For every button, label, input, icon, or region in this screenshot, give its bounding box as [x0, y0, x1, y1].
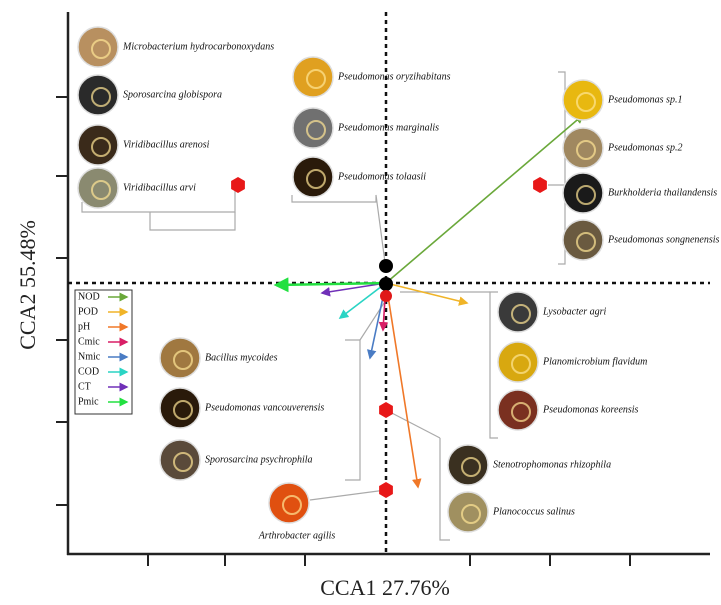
species-image	[78, 125, 118, 165]
legend-label: Nmic	[78, 351, 101, 362]
x-axis-label: CCA1 27.76%	[320, 575, 450, 600]
centroid	[379, 259, 393, 273]
species-label: Planococcus salinus	[492, 506, 575, 517]
species-label: Sporosarcina psychrophila	[205, 454, 313, 465]
env-arrow	[386, 115, 583, 283]
species-image	[448, 492, 488, 532]
species-image	[448, 445, 488, 485]
centroid	[380, 290, 392, 302]
group-marker	[533, 177, 547, 193]
y-axis-label: CCA2 55.48%	[15, 220, 40, 350]
species-label: Planomicrobium flavidum	[542, 356, 647, 367]
species-image	[563, 128, 603, 168]
species-label: Pseudomonas oryzihabitans	[337, 71, 451, 82]
species-label: Burkholderia thailandensis	[608, 187, 717, 198]
species-image	[160, 338, 200, 378]
species-image	[269, 483, 309, 523]
species-label: Bacillus mycoides	[205, 352, 278, 363]
centroid	[379, 277, 393, 291]
group-marker	[379, 482, 393, 498]
species-image	[498, 342, 538, 382]
species-label: Pseudomonas tolaasii	[337, 171, 426, 182]
legend-label: POD	[78, 306, 98, 317]
species-image	[78, 27, 118, 67]
species-image	[293, 157, 333, 197]
species-label: Pseudomonas sp.2	[607, 142, 682, 153]
species-label: Lysobacter agri	[542, 306, 607, 317]
species-label: Pseudomonas marginalis	[337, 122, 439, 133]
group-marker	[379, 402, 393, 418]
group-marker	[231, 177, 245, 193]
species-image	[78, 75, 118, 115]
species-image	[293, 57, 333, 97]
species-label: Pseudomonas vancouverensis	[204, 402, 324, 413]
species-image	[78, 168, 118, 208]
species-label: Pseudomonas songnenensis	[607, 234, 719, 245]
species-image	[160, 440, 200, 480]
legend-label: Cmic	[78, 336, 100, 347]
legend-label: CT	[78, 381, 91, 392]
env-arrow	[386, 283, 418, 487]
species-image	[498, 390, 538, 430]
legend-label: pH	[78, 321, 90, 332]
species-label: Sporosarcina globispora	[123, 89, 222, 100]
species-label: Viridibacillus arvi	[123, 182, 196, 193]
species-label: Pseudomonas koreensis	[542, 404, 639, 415]
species-label: Arthrobacter agilis	[258, 530, 336, 541]
legend-label: COD	[78, 366, 99, 377]
species-label: Microbacterium hydrocarbonoxydans	[122, 41, 274, 52]
species-label: Viridibacillus arenosi	[123, 139, 210, 150]
species-image	[563, 80, 603, 120]
env-arrow	[386, 283, 467, 303]
cca-biplot: CCA1 27.76% CCA2 55.48% NOD POD pH Cmic Nmic…	[0, 0, 721, 605]
legend-label: Pmic	[78, 396, 99, 407]
species-image	[563, 173, 603, 213]
species-image	[160, 388, 200, 428]
legend-label: NOD	[78, 291, 100, 302]
species-label: Pseudomonas sp.1	[607, 94, 682, 105]
species-image	[498, 292, 538, 332]
species-image	[293, 108, 333, 148]
species-label: Stenotrophomonas rhizophila	[493, 459, 611, 470]
species-image	[563, 220, 603, 260]
